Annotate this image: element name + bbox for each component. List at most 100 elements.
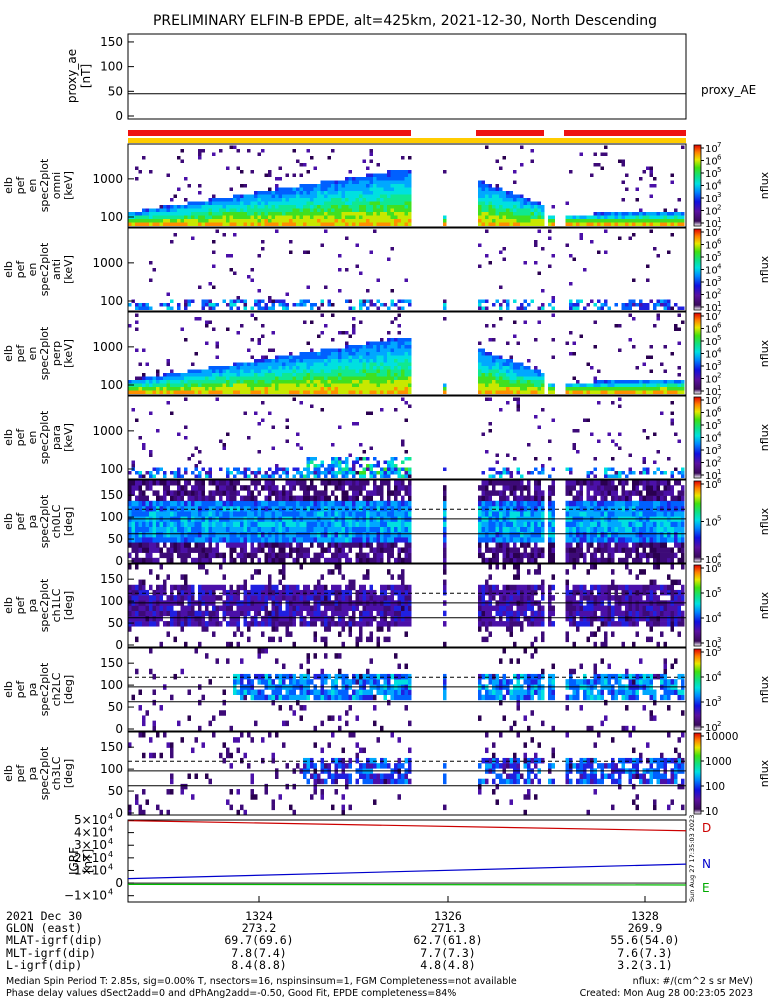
heat-cell (376, 537, 380, 543)
heat-cell (142, 219, 146, 223)
heat-cell (569, 485, 573, 491)
heat-cell (677, 222, 681, 226)
heat-cell (408, 480, 412, 486)
heat-cell (404, 542, 408, 548)
heat-cell (523, 366, 527, 370)
heat-cell (341, 366, 345, 370)
heat-cell (278, 355, 282, 359)
heat-cell (338, 467, 342, 471)
heat-cell (478, 511, 482, 517)
heat-cell (390, 460, 394, 464)
heat-cell (618, 500, 622, 507)
heat-cell (621, 511, 625, 517)
heat-cell (401, 338, 405, 342)
heat-cell (352, 177, 356, 181)
heat-cell (275, 229, 279, 233)
heat-cell (334, 219, 338, 223)
heat-cell (208, 547, 212, 553)
heat-cell (404, 198, 408, 202)
heat-cell (569, 306, 573, 310)
energy-spectrogram-3-ylabel-3: spec2plot (38, 410, 51, 464)
heat-cell (499, 201, 503, 205)
heat-cell (254, 215, 258, 219)
heat-cell (478, 362, 482, 366)
heat-cell (509, 511, 513, 517)
heat-cell (401, 208, 405, 212)
heat-cell (257, 511, 261, 517)
heat-cell (201, 205, 205, 209)
heat-cell (219, 390, 223, 394)
heat-cell (285, 194, 289, 198)
heat-cell (572, 303, 576, 307)
heat-cell (348, 362, 352, 366)
heat-cell (394, 362, 398, 366)
heat-cell (586, 511, 590, 517)
heat-cell (282, 198, 286, 202)
heat-cell (401, 526, 405, 533)
heat-cell (341, 383, 345, 387)
heat-cell (506, 215, 510, 219)
heat-cell (135, 485, 139, 491)
heat-cell (173, 215, 177, 219)
heat-cell (642, 306, 646, 310)
heat-cell (541, 383, 545, 387)
heat-cell (506, 208, 510, 212)
heat-cell (408, 359, 412, 363)
heat-cell (404, 500, 408, 507)
heat-cell (299, 205, 303, 209)
heat-cell (579, 500, 583, 507)
heat-cell (513, 198, 517, 202)
heat-cell (254, 373, 258, 377)
heat-cell (275, 464, 279, 468)
heat-cell (530, 537, 534, 543)
heat-cell (618, 432, 622, 436)
heat-cell (488, 191, 492, 195)
heat-cell (397, 526, 401, 533)
heat-cell (401, 205, 405, 209)
heat-cell (621, 557, 625, 564)
heat-cell (306, 184, 310, 188)
heat-cell (257, 471, 261, 475)
heat-cell (600, 547, 604, 553)
heat-cell (369, 387, 373, 391)
heat-cell (369, 446, 373, 450)
heat-cell (394, 177, 398, 181)
heat-cell (586, 303, 590, 307)
heat-cell (271, 490, 275, 496)
heat-cell (345, 467, 349, 471)
heat-cell (292, 376, 296, 380)
heat-cell (306, 366, 310, 370)
heat-cell (306, 341, 310, 345)
heat-cell (334, 369, 338, 373)
heat-cell (667, 219, 671, 223)
heat-cell (187, 531, 191, 538)
heat-cell (345, 194, 349, 198)
heat-cell (513, 457, 517, 461)
heat-cell (565, 243, 569, 247)
heat-cell (327, 537, 331, 543)
heat-cell (376, 306, 380, 310)
heat-cell (600, 380, 604, 384)
heat-cell (520, 480, 524, 486)
heat-cell (170, 369, 174, 373)
heat-cell (677, 306, 681, 310)
heat-cell (198, 149, 202, 153)
heat-cell (285, 362, 289, 366)
heat-cell (324, 387, 328, 391)
heat-cell (485, 362, 489, 366)
heat-cell (222, 511, 226, 517)
heat-cell (530, 201, 534, 205)
heat-cell (303, 362, 307, 366)
heat-cell (390, 299, 394, 303)
heat-cell (128, 526, 132, 533)
heat-cell (376, 352, 380, 356)
heat-cell (401, 177, 405, 181)
heat-cell (285, 306, 289, 310)
heat-cell (593, 531, 597, 538)
heat-cell (282, 500, 286, 507)
heat-cell (310, 198, 314, 202)
heat-cell (296, 376, 300, 380)
heat-cell (530, 222, 534, 226)
heat-cell (380, 187, 384, 191)
heat-cell (264, 212, 268, 216)
